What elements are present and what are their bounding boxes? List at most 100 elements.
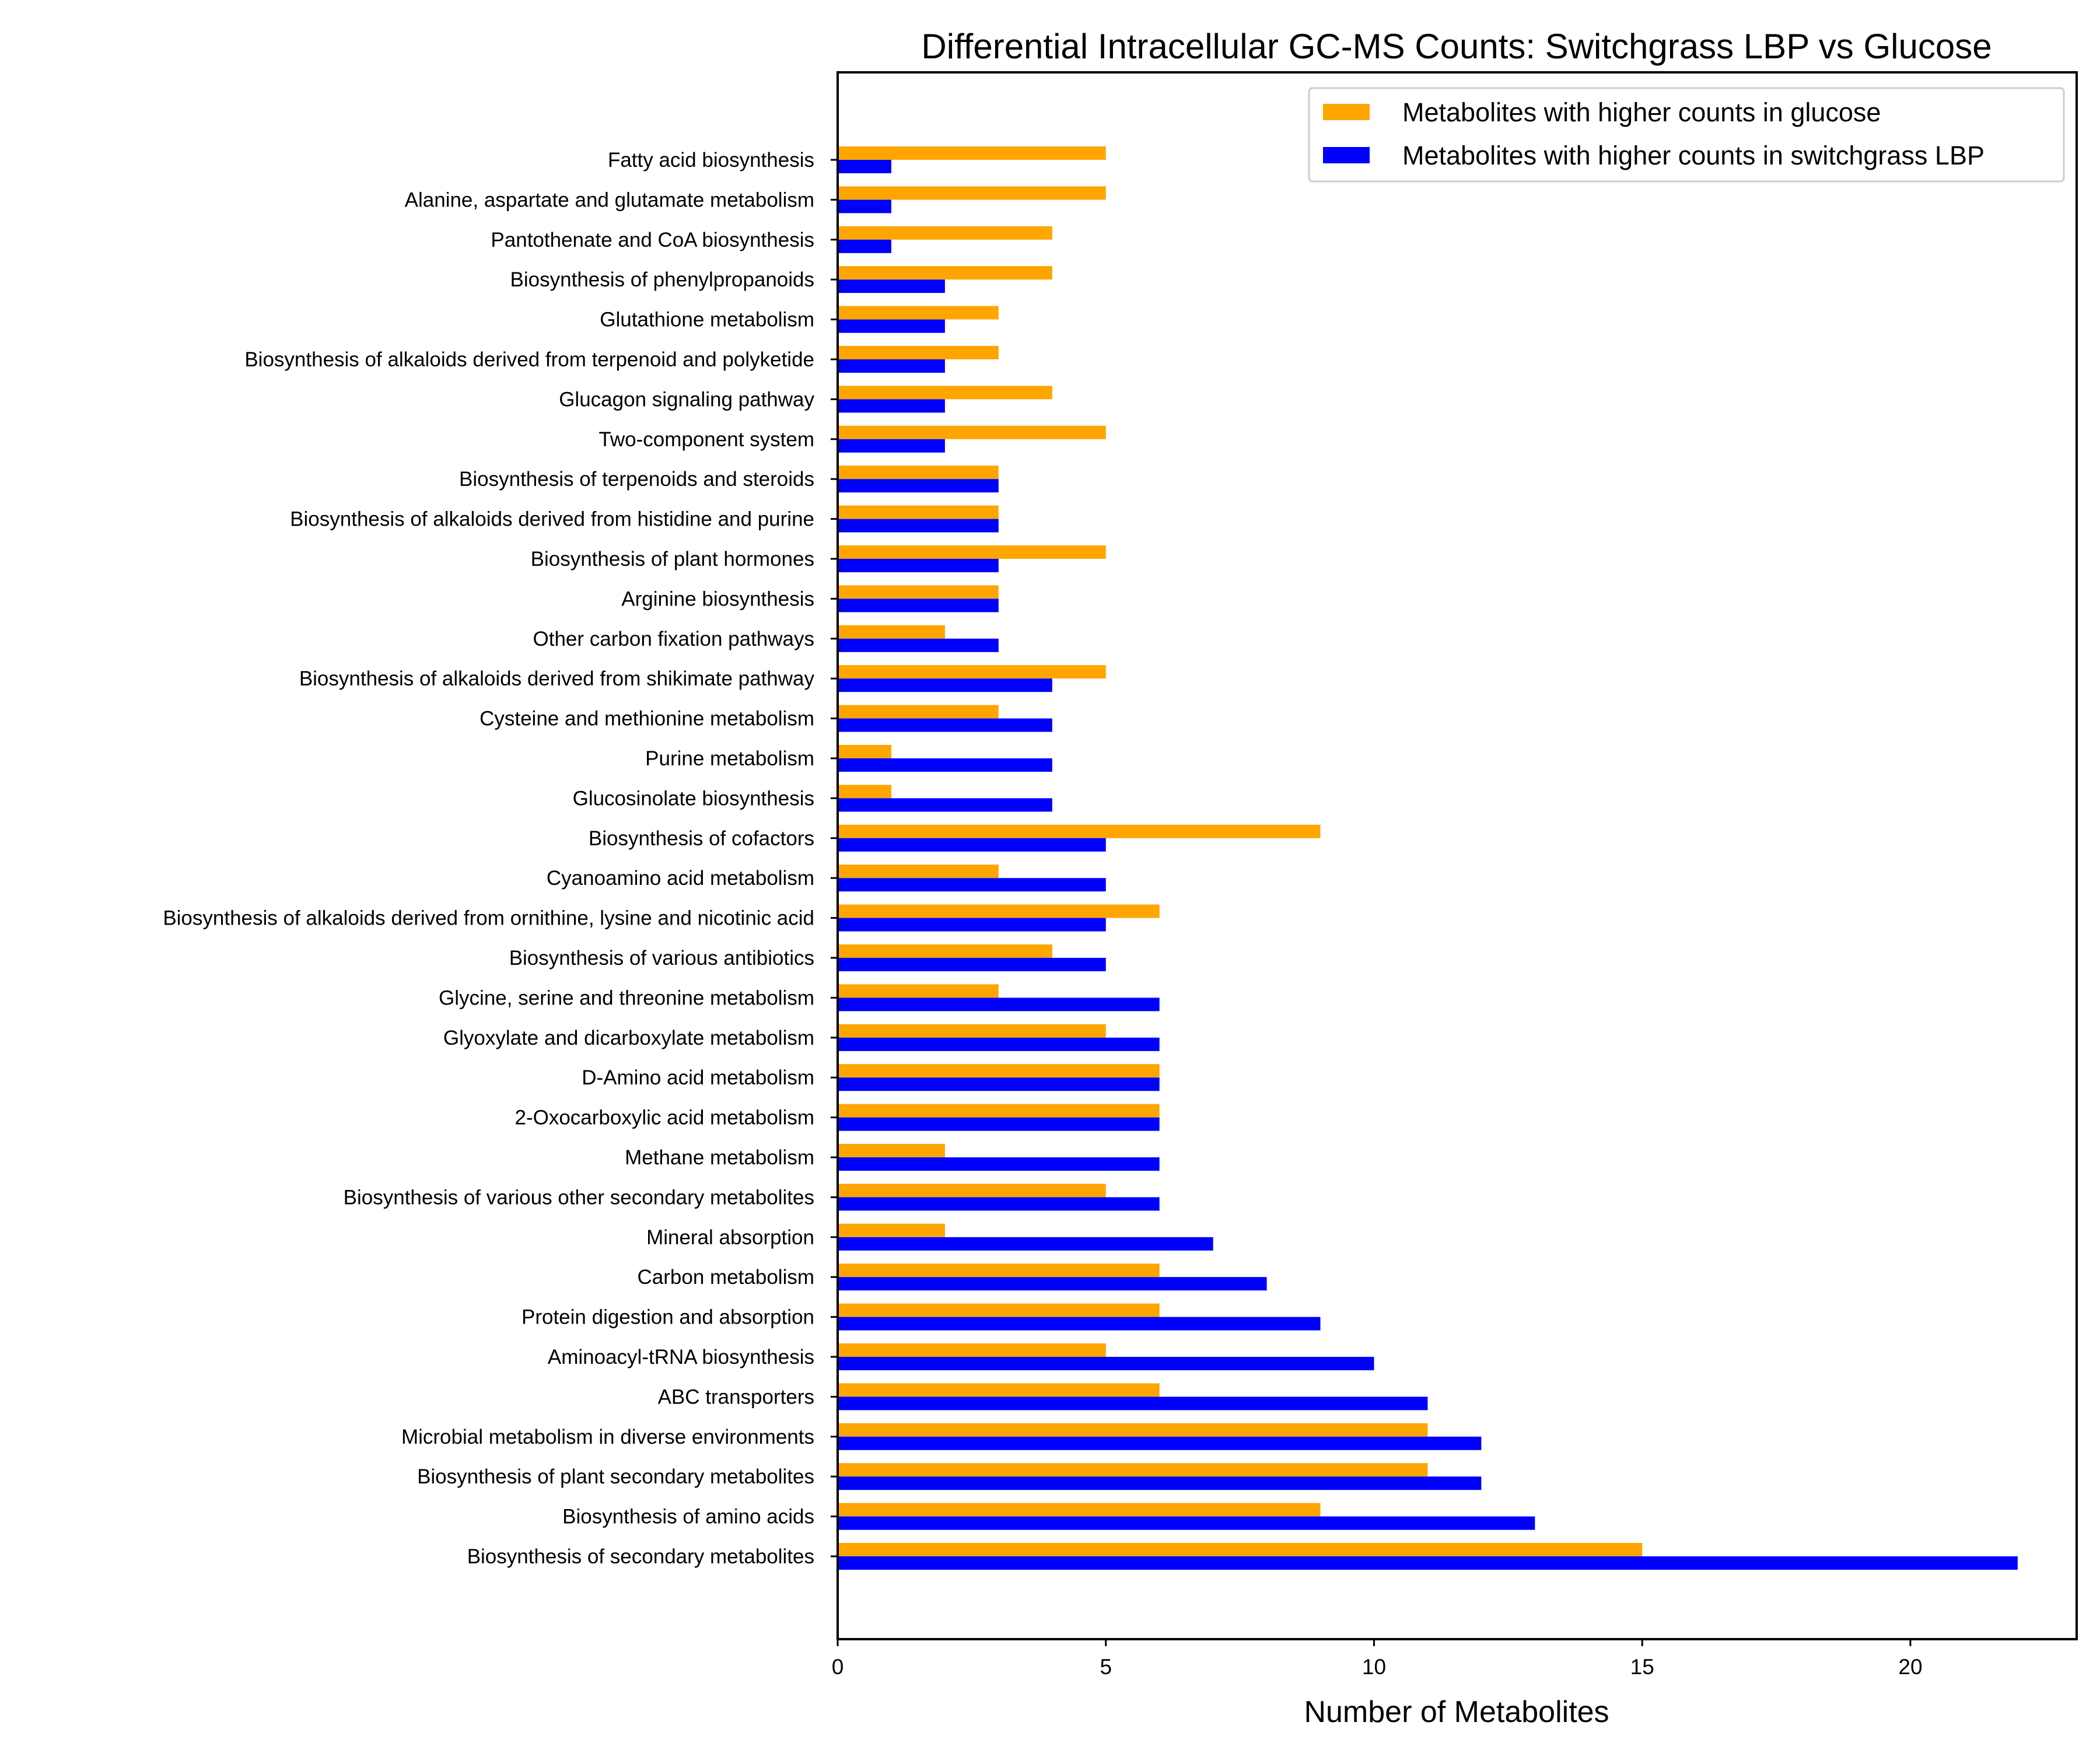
- bar-switchgrass-two-component-system: [838, 439, 945, 453]
- bar-glucose-biosynthesis-of-plant-hormones: [838, 545, 1106, 559]
- y-tick-label: Cysteine and methionine metabolism: [480, 708, 814, 730]
- bar-switchgrass-glucagon-signaling-pathway: [838, 399, 945, 413]
- y-tick-label: Biosynthesis of plant hormones: [531, 548, 814, 570]
- y-tick-label: D-Amino acid metabolism: [582, 1066, 814, 1089]
- legend-swatch-switchgrass: [1323, 147, 1370, 163]
- bar-switchgrass-biosynthesis-of-alkaloids-derived-from-histidine-and-purine: [838, 519, 999, 533]
- bar-glucose-2-oxocarboxylic-acid-metabolism: [838, 1104, 1160, 1118]
- bar-glucose-biosynthesis-of-terpenoids-and-steroids: [838, 466, 999, 480]
- bar-glucose-microbial-metabolism-in-diverse-environments: [838, 1423, 1428, 1437]
- bar-switchgrass-purine-metabolism: [838, 758, 1052, 772]
- x-tick-label: 20: [1898, 1655, 1922, 1679]
- y-tick-label: Fatty acid biosynthesis: [608, 149, 814, 172]
- bar-glucose-alanine-aspartate-and-glutamate-metabolism: [838, 186, 1106, 200]
- bar-switchgrass-alanine-aspartate-and-glutamate-metabolism: [838, 200, 891, 214]
- x-tick-label: 10: [1362, 1655, 1386, 1679]
- bar-switchgrass-microbial-metabolism-in-diverse-environments: [838, 1436, 1482, 1450]
- bar-glucose-glutathione-metabolism: [838, 306, 999, 320]
- bar-switchgrass-glutathione-metabolism: [838, 319, 945, 333]
- bar-switchgrass-carbon-metabolism: [838, 1277, 1267, 1291]
- bar-glucose-glucagon-signaling-pathway: [838, 386, 1052, 400]
- y-tick-label: Aminoacyl-tRNA biosynthesis: [548, 1346, 814, 1368]
- y-tick-label: Methane metabolism: [625, 1146, 814, 1169]
- y-tick-label: Biosynthesis of alkaloids derived from h…: [290, 508, 814, 531]
- y-tick-label: Alanine, aspartate and glutamate metabol…: [405, 188, 814, 211]
- bar-glucose-glycine-serine-and-threonine-metabolism: [838, 984, 999, 998]
- bar-glucose-abc-transporters: [838, 1383, 1160, 1397]
- bar-glucose-biosynthesis-of-cofactors: [838, 824, 1321, 838]
- bar-glucose-biosynthesis-of-phenylpropanoids: [838, 266, 1052, 280]
- bar-switchgrass-arginine-biosynthesis: [838, 598, 999, 612]
- bar-switchgrass-biosynthesis-of-plant-hormones: [838, 559, 999, 572]
- plot-area-frame: [836, 71, 2078, 1640]
- y-tick-label: Carbon metabolism: [638, 1266, 814, 1289]
- legend-box: [1308, 87, 2065, 183]
- x-axis-title: Number of Metabolites: [1304, 1695, 1609, 1729]
- y-tick-label: Biosynthesis of plant secondary metaboli…: [417, 1465, 814, 1488]
- y-tick-label: ABC transporters: [658, 1385, 814, 1408]
- bar-glucose-biosynthesis-of-various-antibiotics: [838, 944, 1052, 958]
- bar-switchgrass-glucosinolate-biosynthesis: [838, 798, 1052, 812]
- y-tick-label: Arginine biosynthesis: [621, 587, 814, 610]
- bar-glucose-cyanoamino-acid-metabolism: [838, 864, 999, 878]
- bar-switchgrass-biosynthesis-of-phenylpropanoids: [838, 279, 945, 293]
- bar-glucose-aminoacyl-trna-biosynthesis: [838, 1343, 1106, 1357]
- y-tick-label: Other carbon fixation pathways: [533, 628, 814, 650]
- bar-switchgrass-2-oxocarboxylic-acid-metabolism: [838, 1117, 1160, 1131]
- bar-glucose-arginine-biosynthesis: [838, 585, 999, 599]
- y-tick-label: Biosynthesis of alkaloids derived from t…: [244, 348, 814, 371]
- bar-glucose-glucosinolate-biosynthesis: [838, 785, 891, 799]
- y-tick-label: Glutathione metabolism: [600, 309, 814, 331]
- bar-switchgrass-glyoxylate-and-dicarboxylate-metabolism: [838, 1037, 1160, 1051]
- y-tick-label: Biosynthesis of terpenoids and steroids: [459, 468, 814, 491]
- bar-switchgrass-biosynthesis-of-cofactors: [838, 838, 1106, 852]
- y-axis-ticks: Fatty acid biosynthesis Alanine, aspartat…: [163, 149, 838, 1568]
- bar-switchgrass-aminoacyl-trna-biosynthesis: [838, 1357, 1374, 1370]
- bar-glucose-pantothenate-and-coa-biosynthesis: [838, 226, 1052, 240]
- y-tick-label: Biosynthesis of amino acids: [562, 1506, 814, 1528]
- bar-glucose-methane-metabolism: [838, 1144, 945, 1157]
- y-tick-label: Biosynthesis of phenylpropanoids: [510, 268, 814, 291]
- y-tick-label: Biosynthesis of various other secondary …: [344, 1186, 814, 1209]
- legend-label-switchgrass: Metabolites with higher counts in switch…: [1402, 141, 1985, 170]
- bar-glucose-purine-metabolism: [838, 745, 891, 758]
- bar-glucose-mineral-absorption: [838, 1223, 945, 1237]
- bar-switchgrass-d-amino-acid-metabolism: [838, 1077, 1160, 1091]
- bar-switchgrass-biosynthesis-of-terpenoids-and-steroids: [838, 479, 999, 493]
- bar-glucose-d-amino-acid-metabolism: [838, 1064, 1160, 1078]
- bar-switchgrass-abc-transporters: [838, 1396, 1428, 1410]
- y-tick-label: Biosynthesis of various antibiotics: [509, 947, 814, 970]
- y-tick-label: Microbial metabolism in diverse environm…: [401, 1426, 814, 1448]
- bar-glucose-biosynthesis-of-alkaloids-derived-from-terpenoid-and-polyketide: [838, 346, 999, 359]
- y-tick-label: Mineral absorption: [646, 1226, 814, 1249]
- y-tick-label: Cyanoamino acid metabolism: [547, 867, 814, 890]
- y-tick-label: Glyoxylate and dicarboxylate metabolism: [443, 1027, 814, 1049]
- bar-glucose-glyoxylate-and-dicarboxylate-metabolism: [838, 1024, 1106, 1038]
- y-tick-label: Biosynthesis of alkaloids derived from s…: [299, 667, 815, 690]
- bars-layer: [838, 146, 2018, 1570]
- y-tick-label: Two-component system: [598, 428, 814, 451]
- bar-switchgrass-glycine-serine-and-threonine-metabolism: [838, 998, 1160, 1012]
- legend-swatch-glucose: [1323, 104, 1370, 120]
- x-axis-ticks: 0 5 10 15 20: [832, 1639, 1923, 1679]
- bar-switchgrass-methane-metabolism: [838, 1157, 1160, 1171]
- bar-glucose-two-component-system: [838, 425, 1106, 439]
- bar-switchgrass-biosynthesis-of-secondary-metabolites: [838, 1556, 2018, 1570]
- bar-switchgrass-biosynthesis-of-alkaloids-derived-from-terpenoid-and-polyketide: [838, 359, 945, 373]
- bar-switchgrass-other-carbon-fixation-pathways: [838, 638, 999, 652]
- y-tick-label: Protein digestion and absorption: [522, 1306, 814, 1329]
- y-tick-label: Biosynthesis of cofactors: [589, 827, 814, 850]
- bar-switchgrass-biosynthesis-of-alkaloids-derived-from-shikimate-pathway: [838, 678, 1052, 692]
- y-tick-label: Pantothenate and CoA biosynthesis: [491, 229, 814, 251]
- chart-title: Differential Intracellular GC-MS Counts:…: [921, 27, 1992, 66]
- x-tick-label: 15: [1630, 1655, 1654, 1679]
- bar-glucose-protein-digestion-and-absorption: [838, 1303, 1160, 1317]
- bar-switchgrass-cyanoamino-acid-metabolism: [838, 878, 1106, 892]
- y-tick-label: Purine metabolism: [645, 747, 814, 770]
- bar-switchgrass-cysteine-and-methionine-metabolism: [838, 718, 1052, 732]
- bar-glucose-other-carbon-fixation-pathways: [838, 625, 945, 639]
- y-tick-label: Glycine, serine and threonine metabolism: [439, 986, 814, 1009]
- y-tick-label: Biosynthesis of alkaloids derived from o…: [163, 907, 814, 930]
- bar-switchgrass-pantothenate-and-coa-biosynthesis: [838, 239, 891, 253]
